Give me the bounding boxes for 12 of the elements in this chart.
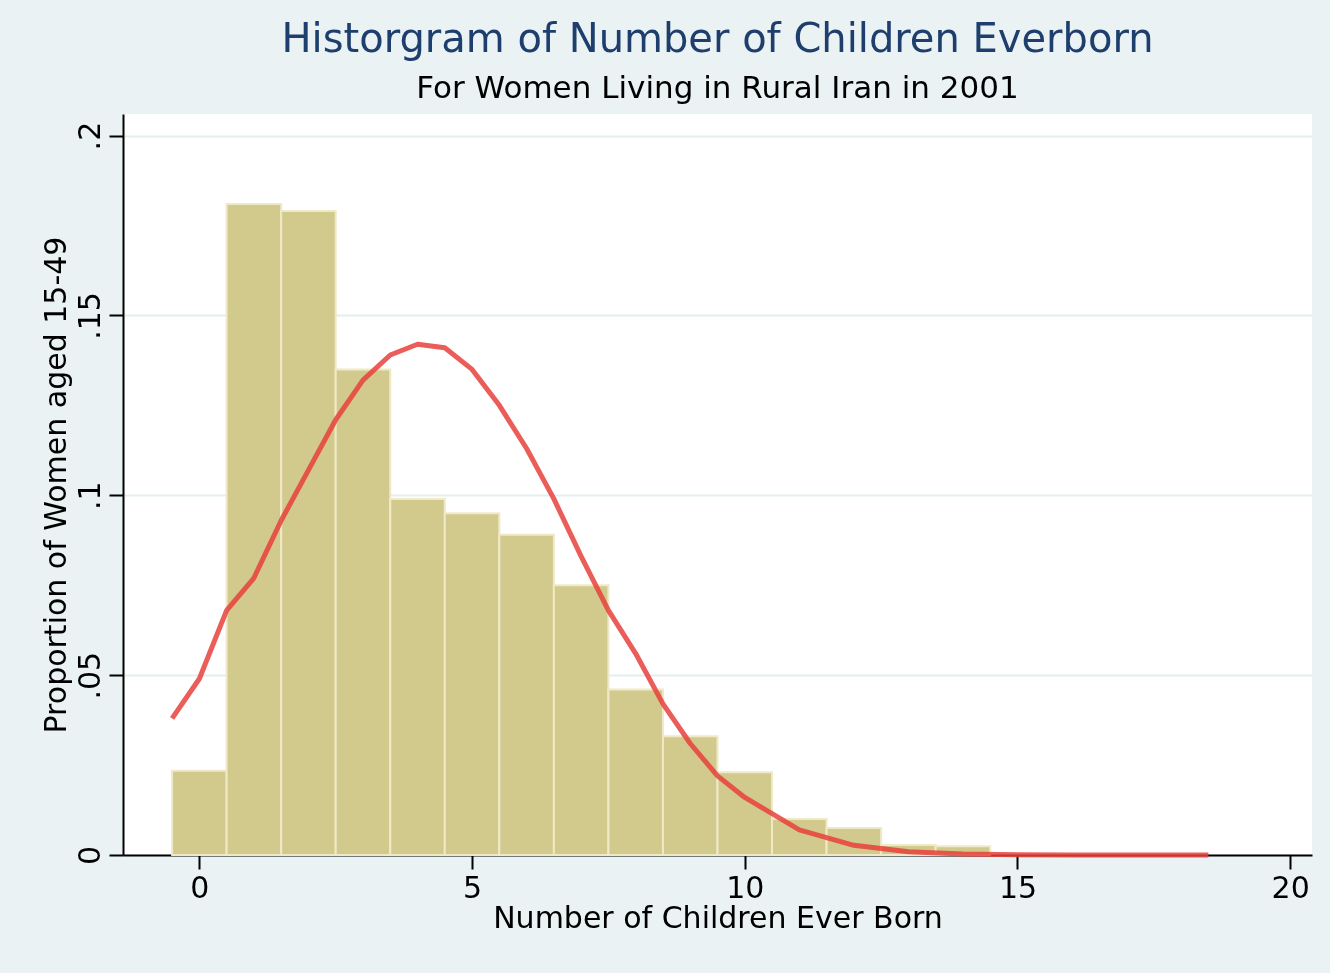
- chart-subtitle: For Women Living in Rural Iran in 2001: [416, 69, 1019, 105]
- x-tick-label: 0: [190, 869, 210, 905]
- chart-title: Historgram of Number of Children Everborn: [281, 15, 1154, 61]
- y-axis-title: Proportion of Women aged 15-49: [37, 236, 73, 734]
- x-tick-label: 5: [463, 869, 483, 905]
- y-tick-label: .2: [71, 121, 107, 151]
- x-tick-label: 20: [1271, 869, 1310, 905]
- y-tick-label: 0: [71, 845, 107, 866]
- x-tick-label: 15: [998, 869, 1038, 905]
- y-tick-label: .15: [71, 292, 107, 340]
- y-tick-label: .05: [71, 651, 107, 700]
- y-tick-label: .1: [71, 481, 107, 511]
